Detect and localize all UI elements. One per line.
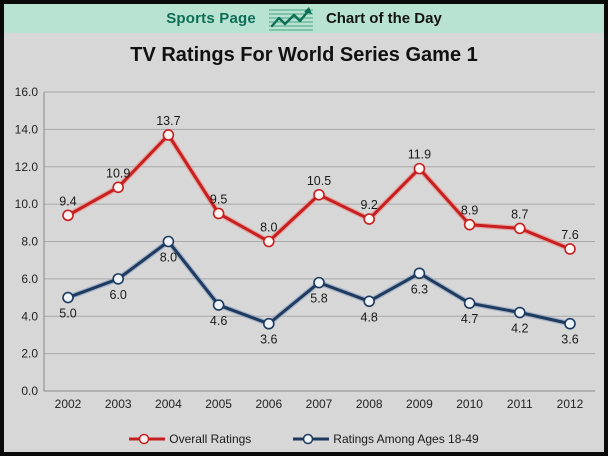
masthead: Sports Page Chart of the Day — [4, 4, 604, 33]
data-point-marker — [62, 291, 74, 304]
data-point-label: 4.8 — [361, 310, 378, 324]
data-point-label: 4.7 — [461, 312, 478, 326]
data-point-label: 7.6 — [561, 228, 578, 242]
x-tick-label: 2003 — [105, 397, 132, 411]
chart-canvas: 0.0 2.0 4.0 6.0 8.0 10.0 12.0 14.0 16.0 2002 2003 2… — [15, 85, 595, 411]
data-point-label: 6.0 — [110, 288, 127, 302]
legend-item: Overall Ratings — [129, 432, 251, 446]
brand-name: Sports Page — [166, 10, 256, 27]
data-point-marker — [313, 276, 325, 289]
legend-item: Ratings Among Ages 18-49 — [293, 432, 479, 446]
data-point-label: 3.6 — [561, 333, 578, 347]
data-point-label: 8.0 — [260, 221, 277, 235]
data-point-label: 5.8 — [310, 292, 327, 306]
data-point-label: 13.7 — [156, 114, 180, 128]
data-point-label: 8.7 — [511, 207, 528, 221]
data-point-marker — [564, 243, 576, 255]
data-point-marker — [212, 299, 225, 311]
chart-legend: Overall Ratings Ratings Among Ages 18-49 — [4, 426, 604, 452]
data-point-label: 6.3 — [411, 282, 428, 296]
x-tick-label: 2005 — [205, 397, 232, 411]
y-tick-label: 4.0 — [21, 309, 38, 323]
data-point-marker — [262, 235, 275, 248]
y-tick-label: 14.0 — [15, 122, 39, 136]
data-point-marker — [463, 218, 476, 231]
x-tick-label: 2011 — [507, 397, 533, 411]
data-point-marker — [413, 162, 426, 175]
line-chart-icon — [268, 6, 314, 32]
x-tick-label: 2002 — [55, 397, 82, 411]
data-point-label: 9.4 — [59, 194, 76, 208]
data-point-marker — [112, 181, 124, 194]
y-tick-label: 6.0 — [21, 272, 38, 286]
x-tick-label: 2010 — [456, 397, 483, 411]
data-point-label: 8.0 — [160, 251, 177, 265]
legend-label: Ratings Among Ages 18-49 — [333, 432, 479, 446]
y-tick-label: 2.0 — [21, 347, 38, 361]
data-point-marker — [463, 297, 476, 309]
legend-swatch-icon — [293, 433, 330, 445]
chart-title: TV Ratings For World Series Game 1 — [130, 44, 478, 66]
data-point-marker — [313, 188, 325, 201]
data-point-label: 10.5 — [307, 174, 331, 188]
y-tick-label: 0.0 — [21, 384, 38, 398]
data-point-label: 4.2 — [511, 322, 528, 336]
x-tick-label: 2008 — [356, 397, 383, 411]
data-point-label: 11.9 — [408, 148, 431, 162]
data-point-marker — [162, 235, 175, 248]
data-point-marker — [513, 222, 526, 235]
legend-swatch-icon — [129, 433, 166, 445]
x-tick-label: 2009 — [406, 397, 433, 411]
data-point-label: 5.0 — [59, 307, 76, 321]
data-point-marker — [62, 209, 74, 222]
y-tick-label: 10.0 — [15, 197, 39, 211]
data-point-marker — [413, 267, 426, 280]
data-point-marker — [212, 207, 225, 220]
data-point-label: 10.9 — [106, 166, 130, 180]
y-tick-label: 12.0 — [15, 160, 39, 174]
data-point-label: 9.5 — [210, 192, 227, 206]
x-tick-label: 2006 — [255, 397, 282, 411]
data-point-label: 9.2 — [361, 198, 378, 212]
data-point-marker — [262, 317, 275, 330]
data-point-marker — [363, 295, 376, 308]
data-point-marker — [112, 273, 124, 285]
data-point-label: 4.6 — [210, 314, 227, 328]
masthead-title: Chart of the Day — [325, 10, 442, 27]
x-tick-label: 2007 — [306, 397, 333, 411]
x-tick-label: 2012 — [557, 397, 584, 411]
y-tick-label: 8.0 — [21, 235, 38, 249]
data-point-marker — [162, 129, 175, 141]
data-point-label: 3.6 — [260, 333, 277, 347]
y-tick-label: 16.0 — [15, 85, 39, 99]
data-point-marker — [513, 306, 526, 319]
data-point-marker — [564, 317, 576, 330]
legend-label: Overall Ratings — [169, 432, 252, 446]
data-point-label: 8.9 — [461, 204, 478, 218]
x-tick-label: 2004 — [155, 397, 182, 411]
data-point-marker — [363, 213, 376, 225]
